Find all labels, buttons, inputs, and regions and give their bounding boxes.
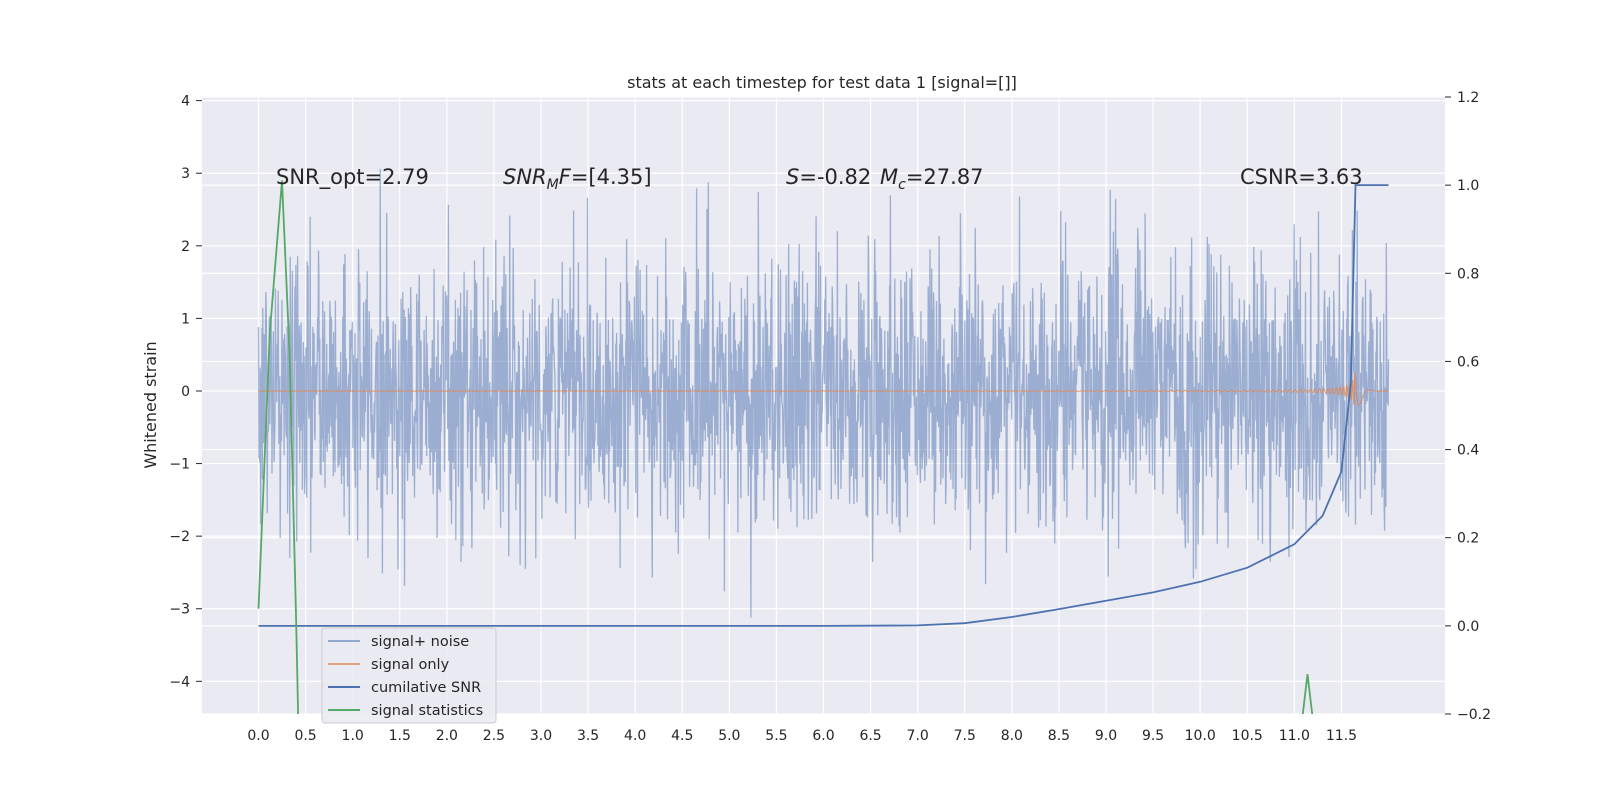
annotation-csnr: CSNR=3.63 xyxy=(1240,165,1363,189)
legend: signal+ noise signal only cumilative SNR… xyxy=(321,627,497,724)
x-tick-label: 3.5 xyxy=(577,728,599,744)
legend-label-cumulative-snr: cumilative SNR xyxy=(371,680,481,696)
snr-mf-subscript: M xyxy=(547,177,559,193)
legend-label-signal-only: signal only xyxy=(371,657,450,673)
y-tick-label: −4 xyxy=(169,674,190,690)
x-tick-label: 10.0 xyxy=(1185,728,1216,744)
legend-box xyxy=(321,627,497,724)
y-tick-label: 4 xyxy=(181,94,190,110)
s-value: =-0.82 xyxy=(799,165,871,189)
signal-noise-line xyxy=(257,168,1390,618)
annotation-snr-opt: SNR_opt=2.79 xyxy=(276,165,429,190)
signal-statistics-line xyxy=(257,180,299,715)
y2-tick-label: 0.0 xyxy=(1457,619,1479,635)
signal-statistics-series xyxy=(257,180,1314,715)
legend-label-signal-statistics: signal statistics xyxy=(371,703,483,719)
x-tick-label: 8.0 xyxy=(1001,728,1023,744)
y2-tick-label: 0.8 xyxy=(1457,266,1479,282)
chart-title: stats at each timestep for test data 1 [… xyxy=(627,73,1017,92)
y2-axis-ticks: 1.2 1.0 0.8 0.6 0.4 0.2 0.0 −0.2 xyxy=(1445,90,1491,723)
x-tick-label: 2.0 xyxy=(436,728,458,744)
snr-mf-symbol: SNR xyxy=(503,165,547,189)
annotation-s: S=-0.82 xyxy=(786,165,871,189)
annotation-mc: Mc=27.87 xyxy=(880,165,984,193)
y-tick-label: 2 xyxy=(181,239,190,255)
y-tick-label: −1 xyxy=(169,457,190,473)
y2-tick-label: 0.2 xyxy=(1457,531,1479,547)
signal-noise-series xyxy=(257,168,1390,618)
signal-statistics-line-late xyxy=(1301,673,1314,715)
x-axis-ticks: 0.0 0.5 1.0 1.5 2.0 2.5 3.0 3.5 4.0 4.5 5.0 5.5 6.0 6… xyxy=(247,728,1357,744)
x-tick-label: 10.5 xyxy=(1232,728,1263,744)
cumulative-snr-line xyxy=(258,184,1389,627)
s-symbol: S xyxy=(786,165,799,189)
y2-tick-label: 1.0 xyxy=(1457,178,1479,194)
x-tick-label: 9.0 xyxy=(1095,728,1117,744)
y-axis-ticks: 4 3 2 1 0 −1 −2 −3 −4 xyxy=(169,94,202,690)
x-tick-label: 6.0 xyxy=(812,728,834,744)
cumulative-snr-series xyxy=(258,184,1389,627)
annotation-snr-mf: SNRMF=[4.35] xyxy=(503,165,652,193)
y-tick-label: 3 xyxy=(181,166,190,182)
x-tick-label: 1.0 xyxy=(342,728,364,744)
x-tick-label: 9.5 xyxy=(1142,728,1164,744)
signal-only-series xyxy=(258,372,1389,406)
x-tick-label: 3.0 xyxy=(530,728,552,744)
y-tick-label: 1 xyxy=(181,311,190,327)
x-tick-label: 6.5 xyxy=(859,728,881,744)
y2-tick-label: −0.2 xyxy=(1457,707,1491,723)
x-tick-label: 4.5 xyxy=(671,728,693,744)
y-tick-label: −3 xyxy=(169,602,190,618)
mc-subscript: c xyxy=(898,177,906,193)
x-tick-label: 5.5 xyxy=(765,728,787,744)
legend-label-signal-noise: signal+ noise xyxy=(371,634,469,650)
y2-tick-label: 0.4 xyxy=(1457,443,1479,459)
x-tick-label: 7.5 xyxy=(954,728,976,744)
y2-tick-label: 0.6 xyxy=(1457,354,1479,370)
x-tick-label: 8.5 xyxy=(1048,728,1070,744)
y2-tick-label: 1.2 xyxy=(1457,90,1479,106)
y-tick-label: 0 xyxy=(181,384,190,400)
x-tick-label: 11.0 xyxy=(1279,728,1310,744)
y-axis-label: Whitened strain xyxy=(141,341,160,468)
mc-value: =27.87 xyxy=(906,165,984,189)
x-tick-label: 4.0 xyxy=(624,728,646,744)
mc-symbol: M xyxy=(880,165,898,189)
x-tick-label: 7.0 xyxy=(907,728,929,744)
signal-only-line xyxy=(258,372,1389,406)
x-tick-label: 11.5 xyxy=(1326,728,1357,744)
x-tick-label: 5.0 xyxy=(718,728,740,744)
snr-mf-f: F xyxy=(559,165,572,189)
x-tick-label: 0.0 xyxy=(247,728,269,744)
y-tick-label: −2 xyxy=(169,529,190,545)
x-tick-label: 1.5 xyxy=(389,728,411,744)
x-tick-label: 0.5 xyxy=(294,728,316,744)
x-tick-label: 2.5 xyxy=(483,728,505,744)
snr-mf-value: =[4.35] xyxy=(571,165,652,189)
